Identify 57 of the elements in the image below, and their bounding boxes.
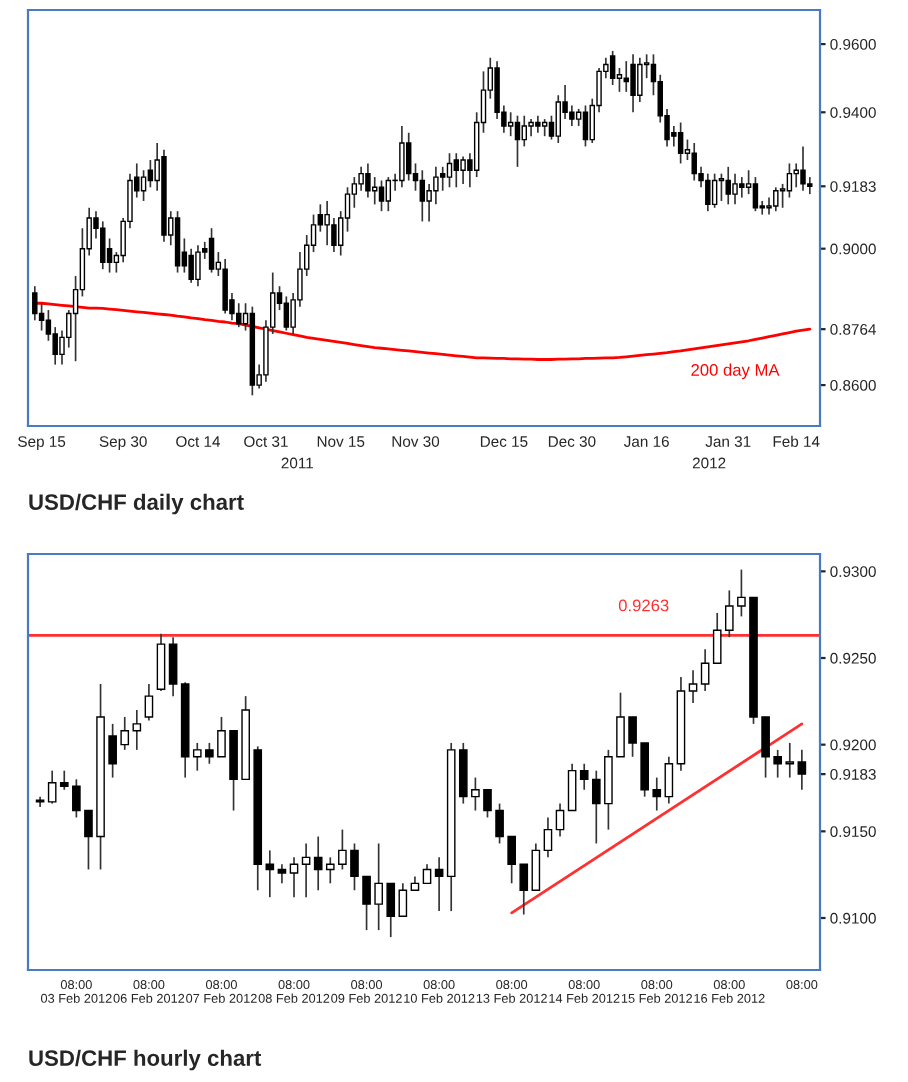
candlestick	[453, 152, 460, 189]
candlestick	[609, 50, 616, 86]
candlestick	[725, 166, 731, 206]
candlestick	[283, 295, 290, 332]
candlestick	[637, 56, 643, 103]
candlestick	[521, 114, 528, 148]
candlestick	[289, 856, 299, 899]
text: USD/CHF hourly chart	[29, 1049, 262, 1071]
candlestick	[168, 636, 178, 697]
candlestick	[398, 882, 408, 918]
candlestick	[405, 131, 412, 182]
candlestick	[419, 169, 426, 223]
candlestick	[385, 176, 392, 213]
candlestick	[140, 169, 147, 202]
candlestick	[174, 210, 181, 274]
candlestick	[582, 104, 589, 148]
candlestick	[630, 53, 636, 114]
candlestick	[446, 152, 453, 189]
candlestick	[144, 683, 154, 722]
candlestick	[800, 145, 806, 192]
candlestick	[739, 176, 745, 199]
candlestick	[688, 669, 698, 704]
series-label: 200 day MA	[691, 363, 780, 380]
candlestick	[543, 816, 553, 859]
candlestick	[664, 755, 674, 805]
candlestick	[711, 172, 718, 209]
candlestick	[277, 863, 287, 885]
candlestick	[531, 842, 541, 892]
candlestick	[786, 162, 793, 199]
candlestick	[752, 176, 759, 213]
text: USD/CHF daily chart	[29, 493, 244, 515]
candlestick	[460, 155, 466, 185]
candlestick	[195, 244, 201, 288]
candlestick	[677, 121, 684, 165]
candlestick	[567, 762, 577, 812]
candlestick	[691, 142, 697, 182]
candlestick	[732, 172, 738, 206]
candlestick	[555, 802, 565, 838]
candlestick	[324, 200, 330, 247]
candlestick	[378, 179, 385, 213]
candlestick	[208, 227, 215, 274]
candlestick	[514, 114, 521, 168]
ref-line-label: 0.9263	[618, 599, 669, 612]
candlestick	[507, 111, 514, 137]
candlestick	[797, 749, 807, 791]
candlestick	[705, 172, 711, 213]
candlestick	[718, 172, 725, 202]
candlestick	[222, 258, 228, 315]
candlestick	[156, 632, 166, 692]
candlestick	[365, 162, 371, 199]
candlestick	[399, 125, 405, 189]
candlestick	[773, 186, 779, 213]
candlestick	[422, 863, 432, 885]
candlestick	[434, 856, 444, 912]
candlestick	[700, 648, 710, 692]
candlestick	[301, 842, 311, 899]
candlestick	[132, 709, 142, 751]
